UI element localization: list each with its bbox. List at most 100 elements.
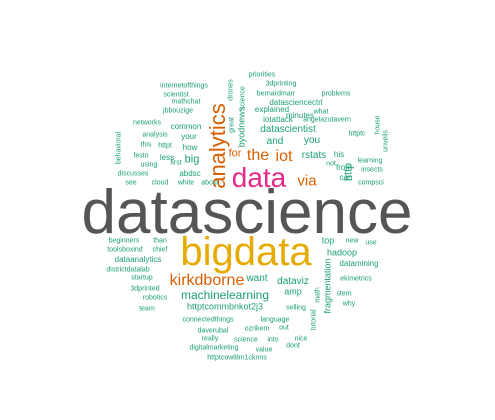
word-using: using	[140, 161, 158, 169]
word-for: for	[228, 147, 242, 160]
word-toolsboxind: toolsboxind	[107, 246, 143, 254]
word-httptcowl8m1cknns: httptcowl8m1cknns	[207, 354, 267, 362]
word-bernardmarr: bernardmarr	[256, 90, 296, 98]
word-3dprinted: 3dprinted	[130, 285, 160, 293]
word-house: house	[374, 115, 382, 135]
word-and: and	[266, 136, 284, 147]
word-via: via	[297, 172, 317, 190]
word-discusses: discusses	[117, 170, 149, 178]
word-minutes: minutes	[285, 111, 315, 120]
word-out: out	[279, 324, 289, 332]
word-use: use	[365, 239, 377, 247]
word-why: why	[342, 300, 356, 308]
word-science-2: science	[234, 336, 258, 344]
word-datascience: datascience	[81, 178, 413, 247]
word-you: you	[303, 135, 321, 146]
word-tutorial: tutorial	[310, 309, 318, 331]
word-festo: festo	[133, 152, 149, 160]
word-machinelearning: machinelearning	[180, 288, 270, 302]
word-3dprinting: 3dprinting	[265, 80, 297, 88]
word-angelazutavern: angelazutavern	[303, 116, 351, 124]
word-unveils: unveils	[382, 130, 390, 152]
word-startup: startup	[131, 274, 153, 282]
word-robotics: robotics	[142, 294, 168, 302]
word-into: into	[267, 336, 279, 344]
word-data: data	[231, 162, 287, 193]
word-problems: problems	[321, 90, 351, 98]
word-rstats: rstats	[301, 150, 327, 161]
word-daverubal: daverubal	[197, 327, 229, 335]
word-the: the	[246, 147, 270, 164]
word-ozrikem: ozrikem	[244, 325, 270, 333]
word-learning: learning	[357, 157, 383, 165]
word-internetofthings: internetofthings	[160, 82, 208, 90]
word-datasciencectrl: datasciencectrl	[269, 98, 323, 107]
word-see: see	[125, 179, 137, 187]
word-less: less	[159, 153, 175, 162]
word-dont: dont	[286, 342, 300, 350]
word-ekimetrics: ekimetrics	[340, 275, 372, 283]
word-amp: amp	[284, 286, 302, 297]
word-big: big	[184, 153, 200, 166]
word-cloud: cloud	[151, 179, 169, 187]
word-fragmentation: fragmentation	[322, 258, 333, 314]
word-dataviz: dataviz	[277, 276, 309, 287]
word-selling: selling	[286, 304, 306, 312]
word-drones: drones	[227, 79, 235, 101]
word-stem: stem	[336, 290, 352, 298]
word-nice: nice	[294, 335, 308, 343]
word-iot: iot	[275, 148, 293, 165]
word-connectedthings: connectedthings	[182, 316, 234, 324]
word-byodnews: byodnews	[236, 106, 247, 148]
word-common: common	[170, 122, 202, 131]
word-his: his	[333, 150, 345, 159]
word-priorities: priorities	[248, 71, 276, 79]
word-new: new	[345, 237, 359, 245]
word-hadoop: hadoop	[326, 247, 358, 258]
word-this: this	[140, 141, 152, 149]
word-scientist: scientist	[163, 91, 189, 99]
word-your: your	[181, 132, 197, 141]
word-datamining: datamining	[339, 259, 379, 268]
word-value: value	[255, 346, 273, 354]
word-jbbouzige: jbbouzige	[163, 107, 193, 115]
word-from: from	[336, 163, 352, 172]
word-can: can	[339, 173, 353, 182]
word-iotattack: iotattack	[263, 115, 293, 124]
word-science: science	[239, 86, 247, 110]
word-networks: networks	[132, 119, 162, 127]
word-insects: insects	[361, 166, 383, 174]
word-great: great	[228, 117, 236, 133]
word-kirkdborne: kirkdborne	[169, 272, 245, 289]
word-digitalmarketing: digitalmarketing	[189, 344, 239, 352]
word-dataanalytics: dataanalytics	[114, 255, 162, 264]
word-first: first	[170, 159, 182, 167]
word-mathchat: mathchat	[171, 98, 201, 106]
word-team: team	[139, 305, 155, 313]
word-language: language	[260, 316, 290, 324]
word-analytics: analytics	[205, 103, 230, 189]
word-compsci: compsci	[358, 179, 384, 187]
word-httptcommbnkot2j3: httptcommbnkot2j3	[186, 301, 264, 312]
word-about: about	[201, 179, 219, 187]
word-explained: explained	[254, 105, 290, 114]
word-districtdatalab: districtdatalab	[106, 266, 150, 274]
word-what: what	[313, 108, 329, 116]
word-beginners: beginners	[108, 237, 140, 245]
word-than: than	[153, 237, 167, 245]
word-top: top	[321, 235, 335, 246]
word-how: how	[182, 143, 198, 152]
word-analysis: analysis	[142, 131, 168, 139]
word-white: white	[177, 179, 195, 187]
word-bigdata: bigdata	[180, 230, 312, 274]
word-math: math	[314, 287, 322, 303]
word-chief: chief	[152, 246, 168, 254]
word-abdsc: abdsc	[179, 169, 201, 178]
word-datascientist: datascientist	[260, 124, 316, 135]
word-not: not	[326, 160, 336, 168]
word-want: want	[246, 273, 268, 284]
word-really: really	[201, 335, 219, 343]
word-behavioral: behavioral	[115, 131, 123, 165]
word-httpt: httpt	[158, 142, 172, 150]
